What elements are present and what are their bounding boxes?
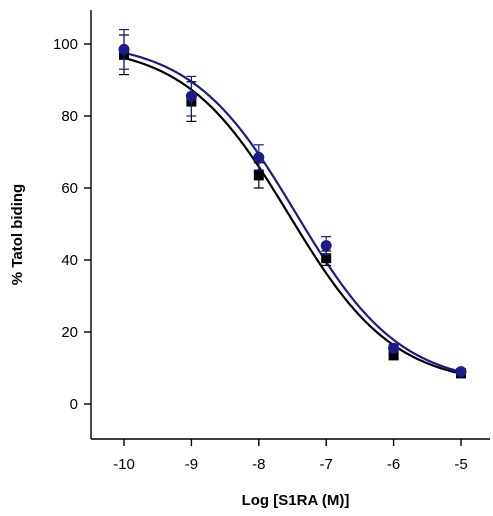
data-point-circle <box>455 366 467 378</box>
data-point-square <box>388 350 399 361</box>
y-tick-label: 40 <box>61 252 78 269</box>
data-points <box>118 29 467 379</box>
axes <box>90 10 490 440</box>
data-point-square <box>321 253 332 264</box>
x-tick-label: -6 <box>387 456 400 473</box>
y-tick-label: 60 <box>61 180 78 197</box>
y-tick-label: 20 <box>61 324 78 341</box>
x-tick-label: -8 <box>252 456 265 473</box>
x-tick-label: -10 <box>113 456 135 473</box>
x-tick-label: -9 <box>185 456 198 473</box>
x-axis-title: Log [S1RA (M)] <box>242 492 350 509</box>
data-point-circle <box>388 342 400 354</box>
fit-curve-square <box>123 56 462 375</box>
data-point-square <box>253 170 264 181</box>
fit-curves <box>123 51 462 375</box>
y-tick-label: 100 <box>53 36 78 53</box>
data-point-circle <box>253 151 265 163</box>
y-tick-label: 80 <box>61 108 78 125</box>
fit-curve-circle <box>123 51 462 373</box>
tick-marks: 0 20 40 60 80 100 -10 -9 -8 -7 -6 -5 <box>53 36 468 473</box>
y-tick-label: 0 <box>70 396 78 413</box>
x-tick-label: -7 <box>320 456 333 473</box>
y-axis-title: % Tatol biding <box>9 184 26 285</box>
data-point-circle <box>320 240 332 252</box>
data-point-circle <box>185 90 197 102</box>
data-point-circle <box>118 43 130 55</box>
x-tick-label: -5 <box>454 456 467 473</box>
